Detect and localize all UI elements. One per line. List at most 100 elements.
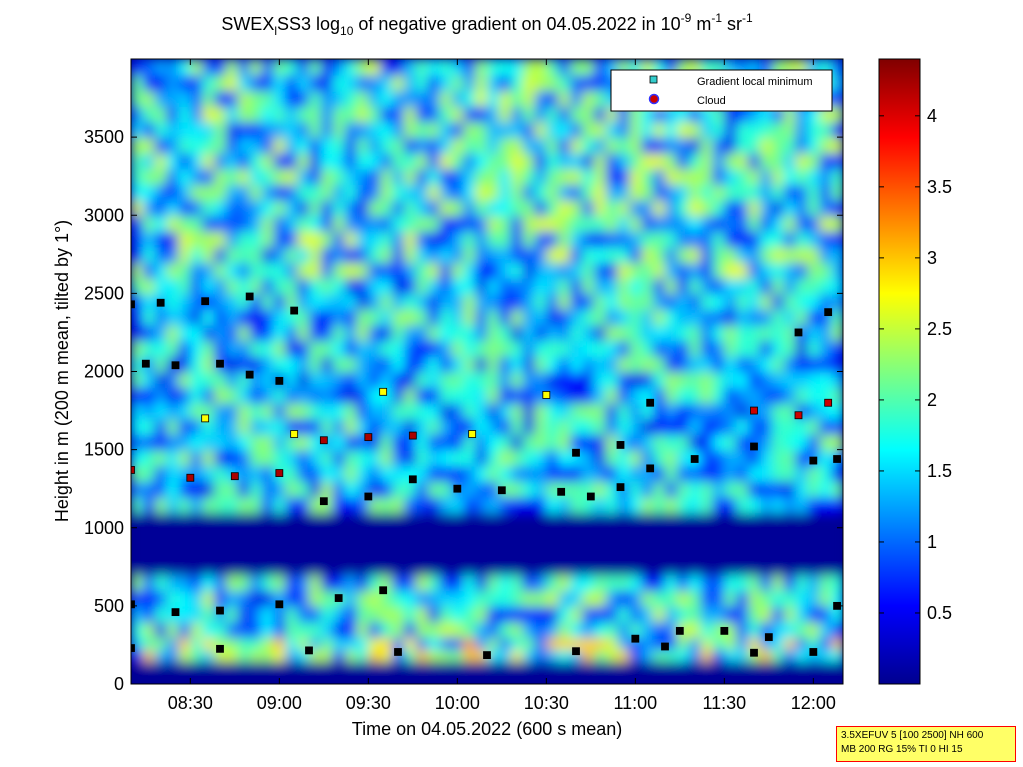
- heat-cell: [629, 215, 643, 232]
- heat-cell: [273, 105, 287, 123]
- heat-cell: [771, 418, 785, 435]
- heat-cell: [178, 480, 192, 498]
- heat-cell: [593, 527, 607, 545]
- heat-cell: [593, 355, 607, 373]
- heat-cell: [581, 465, 595, 482]
- heat-cell: [522, 402, 536, 420]
- heat-cell: [688, 590, 702, 607]
- heat-cell: [807, 672, 821, 684]
- heat-cell: [225, 277, 239, 295]
- heat-cell: [771, 387, 785, 404]
- heat-cell: [510, 74, 524, 92]
- heat-cell: [510, 590, 524, 607]
- heat-cell: [475, 660, 488, 674]
- heat-cell: [261, 402, 275, 420]
- heat-cell: [807, 246, 821, 264]
- heat-cell: [225, 59, 239, 76]
- heat-cell: [558, 574, 572, 592]
- heat-cell: [439, 527, 453, 545]
- heat-cell: [795, 449, 809, 467]
- heat-cell: [558, 434, 572, 451]
- heat-cell: [297, 90, 310, 107]
- heat-cell: [736, 465, 750, 482]
- heat-cell: [297, 277, 310, 295]
- heat-cell: [522, 543, 536, 560]
- heat-cell: [570, 512, 583, 529]
- heat-cell: [415, 137, 429, 154]
- heat-cell: [665, 371, 678, 389]
- heat-cell: [202, 574, 216, 592]
- heat-cell: [225, 605, 239, 623]
- heat-cell: [297, 590, 310, 607]
- heat-cell: [202, 340, 216, 357]
- heat-cell: [688, 621, 702, 639]
- heat-cell: [712, 496, 726, 514]
- heat-cell: [724, 277, 738, 295]
- heat-cell: [522, 246, 536, 264]
- heat-cell: [368, 672, 382, 684]
- heat-cell: [202, 121, 216, 139]
- heat-cell: [344, 246, 358, 264]
- heat-cell: [202, 559, 216, 576]
- heat-cell: [759, 449, 773, 467]
- heat-cell: [724, 355, 738, 373]
- heat-cell: [380, 59, 394, 76]
- heat-cell: [225, 672, 239, 684]
- heat-cell: [320, 309, 334, 326]
- heat-cell: [759, 434, 773, 451]
- heat-cell: [273, 184, 287, 201]
- heat-cell: [427, 230, 441, 248]
- heat-cell: [368, 184, 382, 201]
- heat-cell: [783, 137, 797, 154]
- marker: [483, 651, 491, 659]
- heat-cell: [178, 246, 192, 264]
- cb-tick-label: 3: [927, 248, 937, 268]
- heat-cell: [237, 152, 251, 170]
- heat-cell: [475, 574, 488, 592]
- heat-cell: [463, 574, 477, 592]
- heat-cell: [736, 262, 750, 279]
- heat-cell: [581, 105, 595, 123]
- heat-cell: [498, 262, 512, 279]
- heat-cell: [344, 74, 358, 92]
- heat-cell: [653, 621, 666, 639]
- heat-cell: [309, 559, 322, 576]
- heat-cell: [534, 293, 548, 310]
- heat-cell: [641, 152, 655, 170]
- heat-cell: [522, 59, 536, 76]
- heat-cell: [617, 230, 631, 248]
- heat-cell: [475, 355, 488, 373]
- heat-cell: [320, 402, 334, 420]
- heat-cell: [202, 660, 216, 674]
- heat-cell: [807, 168, 821, 185]
- heat-cell: [748, 496, 761, 514]
- heat-cell: [617, 418, 631, 435]
- heat-cell: [807, 371, 821, 389]
- heat-cell: [546, 559, 560, 576]
- marker: [216, 606, 224, 615]
- heat-cell: [570, 121, 583, 139]
- heat-cell: [261, 262, 275, 279]
- heat-cell: [570, 637, 583, 650]
- heat-cell: [736, 246, 750, 264]
- heat-cell: [581, 648, 595, 662]
- heat-cell: [581, 184, 595, 201]
- heat-cell: [593, 105, 607, 123]
- heat-cell: [332, 660, 346, 674]
- heat-cell: [522, 293, 536, 310]
- heat-cell: [759, 559, 773, 576]
- heat-cell: [190, 293, 204, 310]
- colorbar-ticks: 0.511.522.533.54: [879, 106, 952, 623]
- heat-cell: [297, 59, 310, 76]
- heat-cell: [688, 543, 702, 560]
- heat-cell: [795, 137, 809, 154]
- heat-cell: [783, 559, 797, 576]
- heat-cell: [463, 480, 477, 498]
- heat-cell: [641, 355, 655, 373]
- heat-cell: [356, 621, 370, 639]
- heat-cell: [380, 434, 394, 451]
- heat-cell: [819, 324, 833, 342]
- heat-cell: [593, 543, 607, 560]
- heat-cell: [546, 590, 560, 607]
- heat-cell: [380, 152, 394, 170]
